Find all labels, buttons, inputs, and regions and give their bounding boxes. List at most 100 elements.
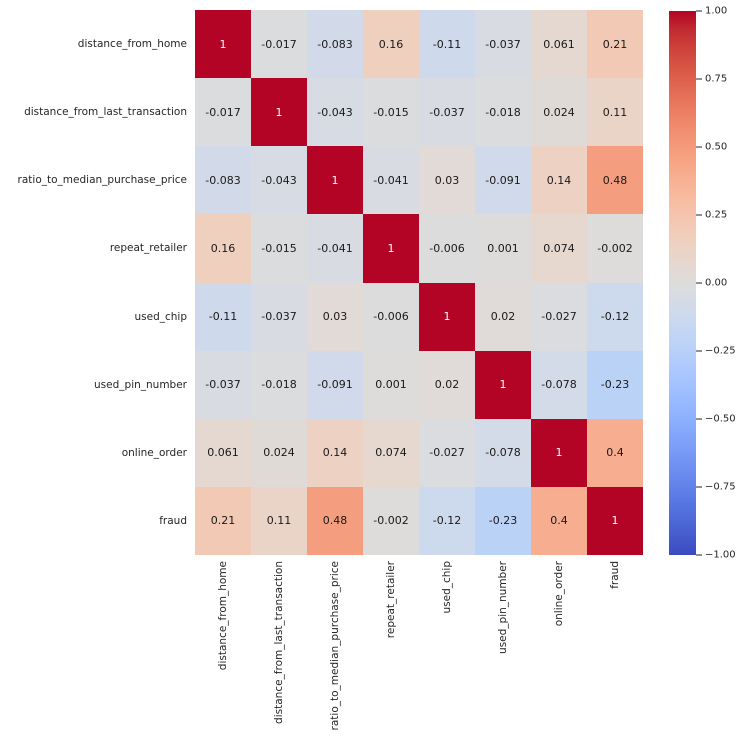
colorbar-tick-mark (696, 554, 702, 556)
heatmap-cell: 0.03 (419, 146, 475, 215)
heatmap-cell: -0.006 (419, 214, 475, 283)
x-tick-label: online_order (531, 561, 587, 750)
heatmap-cell: -0.083 (307, 10, 363, 79)
heatmap-cell: -0.018 (475, 78, 531, 147)
colorbar-tick: 0.50 (696, 142, 727, 153)
heatmap-cell: -0.018 (251, 350, 307, 419)
colorbar-tick-container: 1.00 0.75 0.50 0.25 0.00 −0.25 −0.50 −0.75 −1.00 (696, 6, 747, 561)
heatmap-cell: 0.02 (475, 282, 531, 351)
colorbar-tick-mark (696, 418, 702, 420)
colorbar-tick-label: 0.25 (705, 209, 728, 221)
y-tick-label: ratio_to_median_purchase_price (17, 174, 187, 187)
colorbar-tick: 1.00 (696, 6, 727, 17)
y-axis-tick-labels: distance_from_home distance_from_last_tra… (0, 10, 187, 555)
colorbar-tick-label: −1.00 (705, 549, 736, 561)
heatmap-cell: 1 (531, 418, 587, 487)
heatmap-cell: -0.23 (475, 486, 531, 555)
heatmap-cell: -0.027 (531, 282, 587, 351)
heatmap-cell: 1 (251, 78, 307, 147)
x-tick-label: repeat_retailer (363, 561, 419, 750)
heatmap-cell: -0.041 (307, 214, 363, 283)
heatmap-cell: 0.11 (251, 486, 307, 555)
heatmap-cell: 1 (587, 486, 643, 555)
colorbar-tick-mark (696, 214, 702, 216)
heatmap-cell: -0.11 (419, 10, 475, 79)
colorbar-tick-label: 0.50 (705, 141, 728, 153)
heatmap-cell: 0.11 (587, 78, 643, 147)
colorbar-tick-mark (696, 282, 702, 284)
x-tick-label-text: used_chip (440, 561, 453, 614)
heatmap-cell: -0.078 (531, 350, 587, 419)
heatmap-cell: -0.017 (251, 10, 307, 79)
x-tick-label-text: distance_from_last_transaction (272, 561, 285, 724)
x-tick-label-text: fraud (608, 561, 621, 589)
colorbar-tick-label: 0.75 (705, 73, 728, 85)
heatmap-cell: 0.16 (363, 10, 419, 79)
heatmap-cell: -0.037 (195, 350, 251, 419)
colorbar-tick-label: −0.25 (705, 345, 736, 357)
x-tick-label-text: used_pin_number (496, 561, 509, 654)
x-axis-tick-labels: distance_from_home distance_from_last_tra… (195, 561, 643, 750)
heatmap-cell: 1 (195, 10, 251, 79)
colorbar-tick: −0.25 (696, 346, 736, 357)
heatmap-cell: 0.21 (195, 486, 251, 555)
colorbar-tick-mark (696, 146, 702, 148)
heatmap-cell: -0.23 (587, 350, 643, 419)
heatmap-cell: 1 (419, 282, 475, 351)
heatmap-cell: -0.037 (419, 78, 475, 147)
heatmap-cell: 0.4 (531, 486, 587, 555)
y-tick-label: fraud (159, 514, 187, 527)
heatmap-cell: 1 (307, 146, 363, 215)
colorbar-tick-mark (696, 78, 702, 80)
colorbar-tick-label: 0.00 (705, 277, 728, 289)
colorbar-tick-label: 1.00 (705, 5, 728, 17)
y-tick-label: distance_from_last_transaction (24, 106, 187, 119)
heatmap-cell: 0.48 (307, 486, 363, 555)
heatmap-cell: -0.002 (363, 486, 419, 555)
heatmap-cell: 0.16 (195, 214, 251, 283)
colorbar: 1.00 0.75 0.50 0.25 0.00 −0.25 −0.50 −0.75 −1.00 (669, 6, 736, 561)
x-tick-label: distance_from_last_transaction (251, 561, 307, 750)
colorbar-tick: 0.00 (696, 278, 727, 289)
heatmap-cell: -0.002 (587, 214, 643, 283)
heatmap-cell: -0.078 (475, 418, 531, 487)
colorbar-tick-mark (696, 350, 702, 352)
heatmap-cell: -0.041 (363, 146, 419, 215)
x-tick-label: fraud (587, 561, 643, 750)
heatmap-cell: -0.12 (419, 486, 475, 555)
heatmap-cell: -0.006 (363, 282, 419, 351)
colorbar-tick: −1.00 (696, 550, 736, 561)
heatmap-cell: -0.091 (307, 350, 363, 419)
heatmap-cell: 0.061 (531, 10, 587, 79)
x-tick-label-text: repeat_retailer (384, 561, 397, 639)
x-tick-label: used_chip (419, 561, 475, 750)
y-tick-label: used_pin_number (94, 378, 187, 391)
heatmap-cell: 0.074 (363, 418, 419, 487)
heatmap-cell: 0.001 (475, 214, 531, 283)
heatmap-cell: 0.14 (531, 146, 587, 215)
colorbar-tick-mark (696, 10, 702, 12)
heatmap-cell: 0.4 (587, 418, 643, 487)
heatmap-cell: 0.001 (363, 350, 419, 419)
heatmap-cell: -0.017 (195, 78, 251, 147)
heatmap-cell: 0.03 (307, 282, 363, 351)
x-tick-label: used_pin_number (475, 561, 531, 750)
heatmap-cell: 0.21 (587, 10, 643, 79)
heatmap-cell: 0.14 (307, 418, 363, 487)
colorbar-gradient (669, 11, 696, 555)
heatmap-cell: -0.037 (475, 10, 531, 79)
colorbar-tick-label: −0.75 (705, 481, 736, 493)
heatmap-cell: 1 (363, 214, 419, 283)
x-tick-label-text: online_order (552, 561, 565, 627)
heatmap-cell: 0.061 (195, 418, 251, 487)
heatmap-cell: 1 (475, 350, 531, 419)
heatmap-cell: 0.48 (587, 146, 643, 215)
heatmap-cell: -0.11 (195, 282, 251, 351)
heatmap-cell: -0.015 (363, 78, 419, 147)
y-tick-label: repeat_retailer (109, 242, 187, 255)
y-tick-label: distance_from_home (77, 38, 187, 51)
heatmap-cell: 0.024 (531, 78, 587, 147)
heatmap-cell: -0.083 (195, 146, 251, 215)
y-tick-label: online_order (121, 446, 187, 459)
